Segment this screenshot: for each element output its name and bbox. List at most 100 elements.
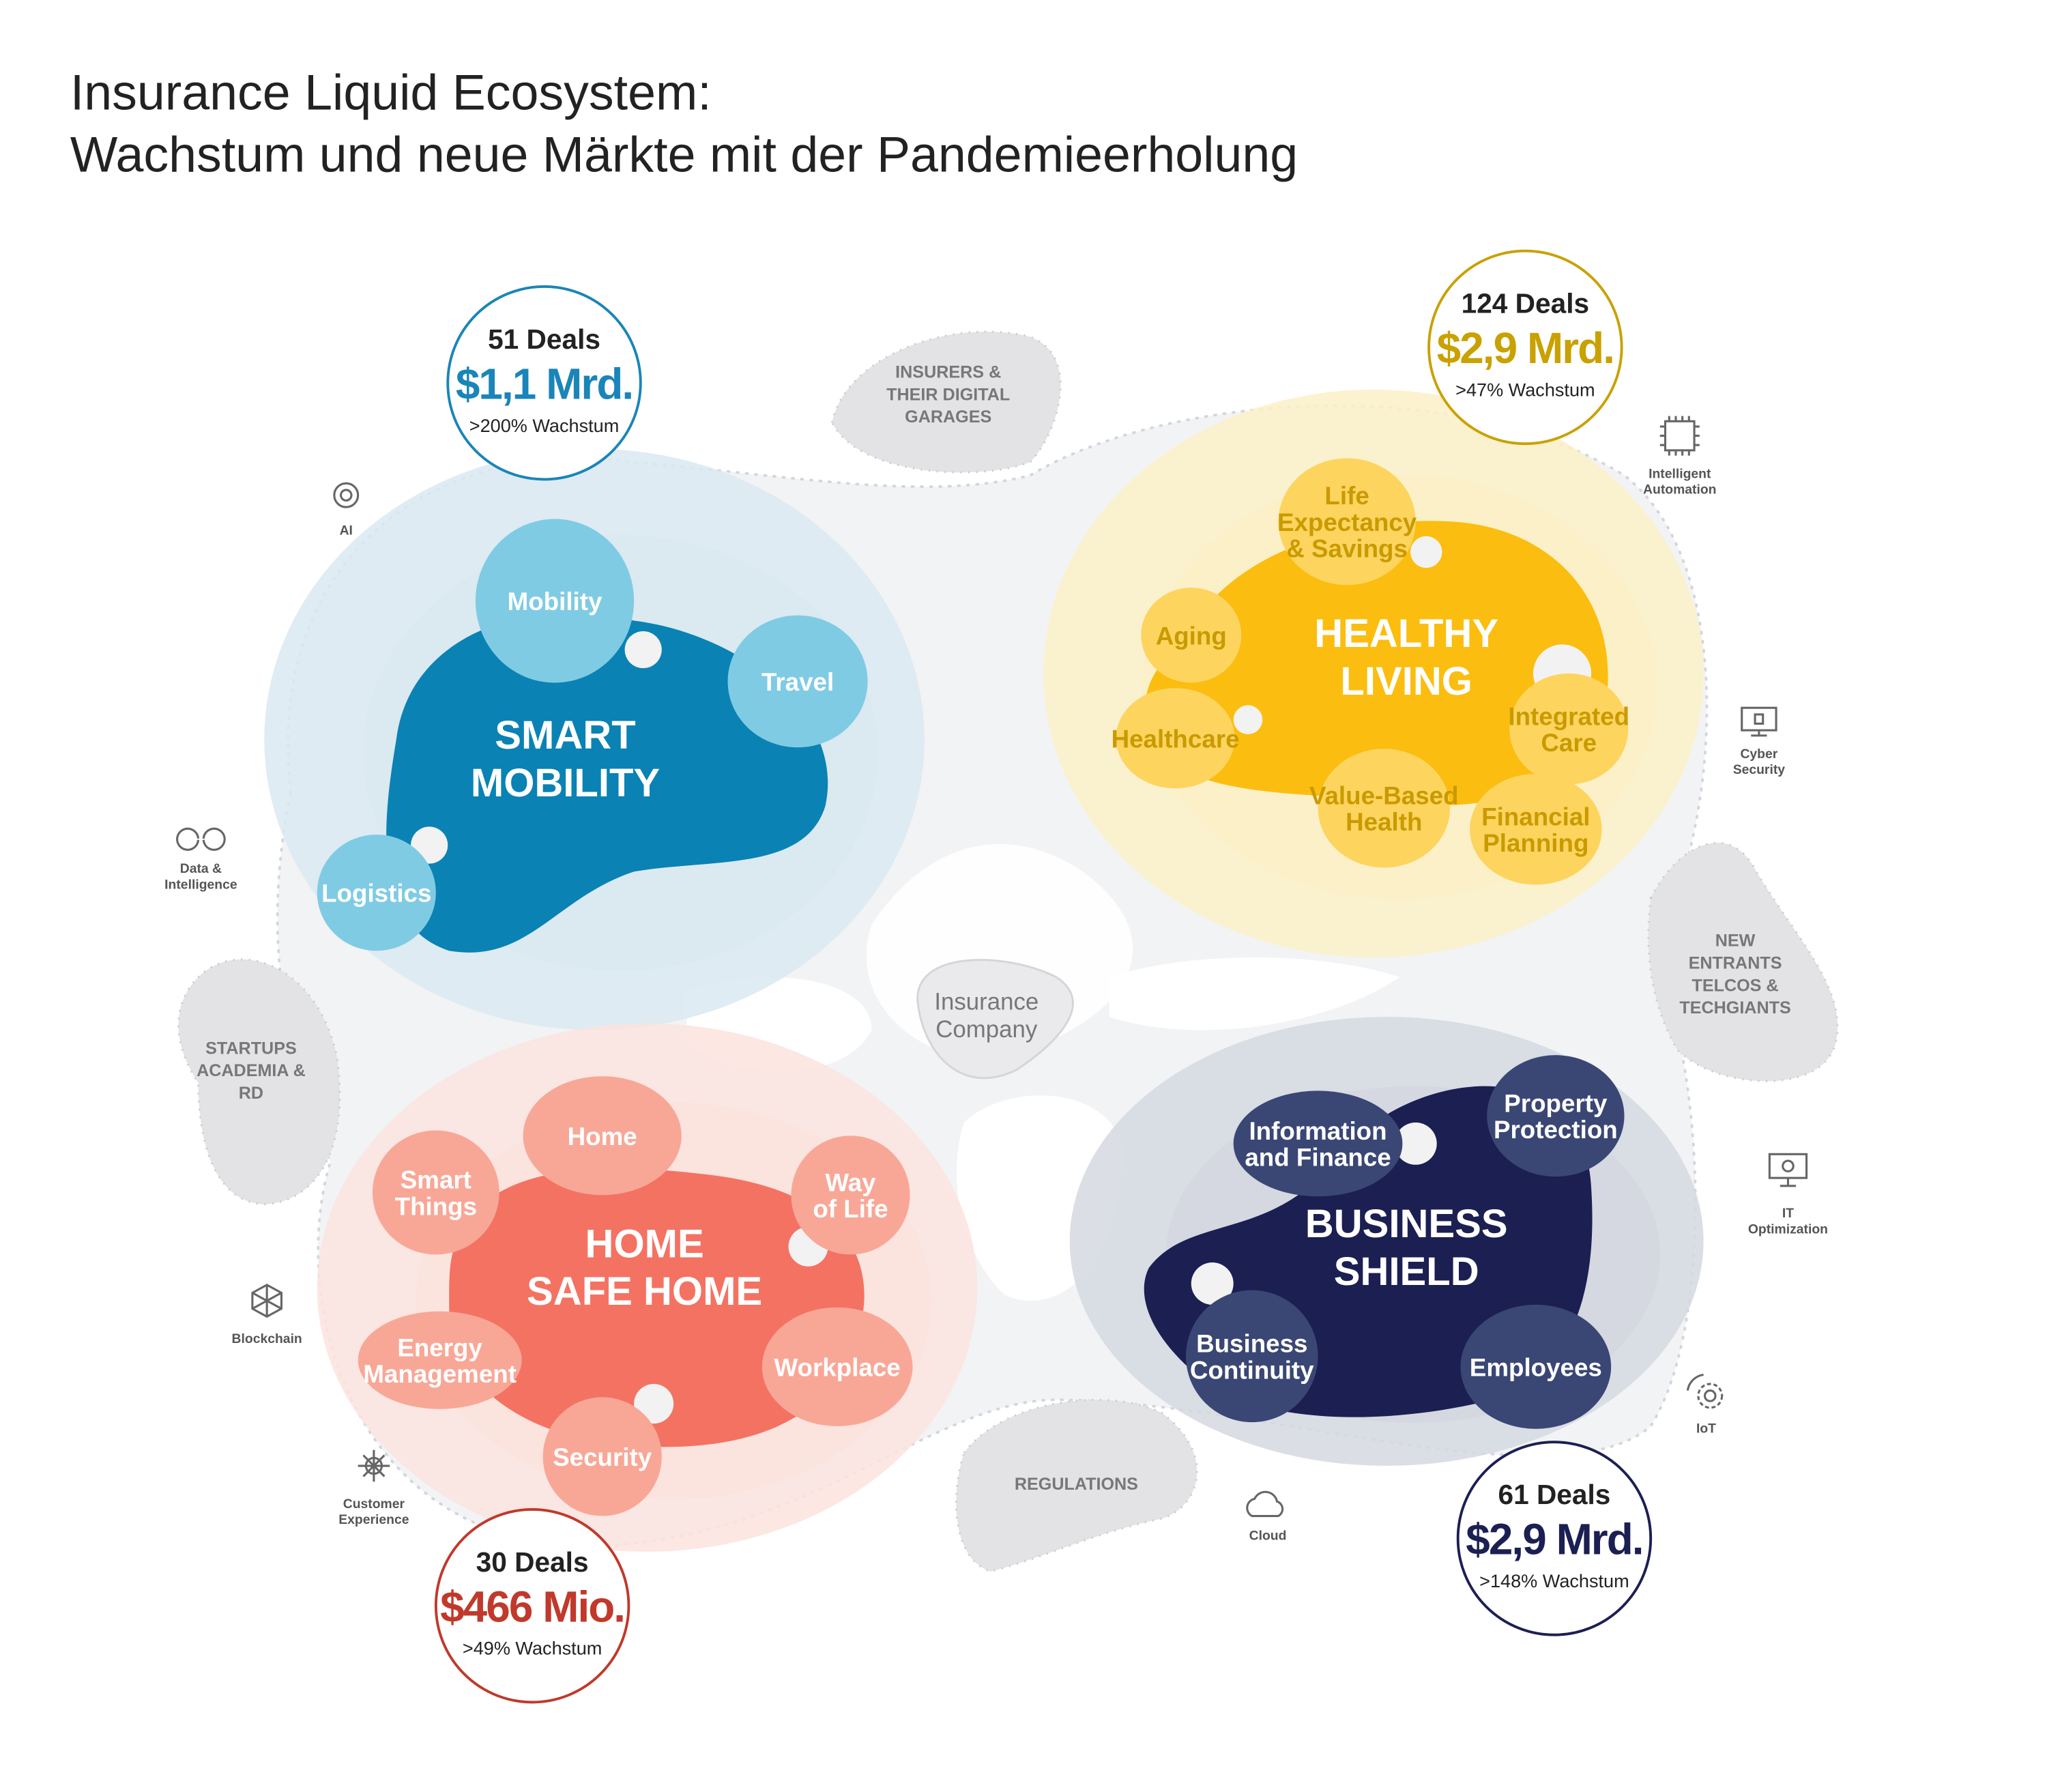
segment-title: HEALTHY LIVING [1314, 611, 1498, 704]
monitor-gear-icon [1768, 1153, 1808, 1179]
subsegment-bubble[interactable]: Way of Life [791, 1136, 910, 1255]
bubble-shape [542, 1397, 662, 1516]
bubble-label-line: and Finance [1245, 1144, 1391, 1172]
subsegment-bubble[interactable]: Integrated Care [1508, 673, 1629, 785]
subsegment-bubble[interactable]: Security [542, 1397, 662, 1516]
stakeholder-label-line: THEIR DIGITAL [886, 385, 1010, 404]
bubble-label-line: Things [395, 1192, 477, 1220]
bubble-label: Property Protection [1494, 1089, 1618, 1144]
subsegment-bubble[interactable]: Energy Management [358, 1311, 522, 1409]
subsegment-bubble[interactable]: Aging [1141, 588, 1242, 683]
bubble-shape [1186, 1290, 1318, 1423]
technology-label-line: Optimization [1748, 1222, 1828, 1237]
technology-label: IoT [1696, 1421, 1716, 1436]
stakeholder-label-line: INSURERS & [895, 362, 1001, 381]
subsegment-bubble[interactable]: Property Protection [1487, 1055, 1625, 1177]
bubble-label-line: Mobility [508, 588, 603, 616]
bubble-label: Travel [761, 668, 834, 696]
subsegment-bubble[interactable]: Healthcare [1112, 688, 1240, 789]
deal-count: 30 Deals [476, 1546, 589, 1578]
bubble-label-line: Way [825, 1169, 876, 1197]
technology-item: Blockchain [232, 1284, 302, 1346]
subsegment-bubble[interactable]: Home [523, 1076, 682, 1196]
segment-core-blob [449, 1168, 865, 1447]
technology-label-line: Security [1733, 762, 1786, 777]
bubble-label: Financial Planning [1481, 803, 1590, 857]
segment-home-safe-home: HOME SAFE HOME Home Smart Things Way of Life En… [317, 1023, 978, 1704]
bubble-shape [1509, 673, 1629, 785]
ai-head-icon [339, 489, 353, 502]
bubble-label-line: Life [1324, 482, 1369, 510]
stakeholder-blob: NEW ENTRANTS TELCOS & TECHGIANTS [1647, 841, 1839, 1082]
bubble-label-line: Property [1504, 1089, 1608, 1117]
stats-ring [434, 1507, 630, 1704]
subsegment-bubble[interactable]: Financial Planning [1470, 773, 1602, 885]
segment-core-blob [386, 612, 828, 953]
bubble-shape [372, 1130, 499, 1255]
subsegment-bubble[interactable]: Value-Based Health [1309, 749, 1459, 868]
ai-head-icon [333, 482, 360, 508]
subsegment-bubble[interactable]: Business Continuity [1186, 1290, 1318, 1423]
blockchain-icon [251, 1284, 282, 1318]
bubble-label: Home [568, 1123, 637, 1151]
segment-smart-mobility: SMART MOBILITY Mobility Travel Logistics 51 D… [264, 285, 925, 1030]
subsegment-bubble[interactable]: Travel [727, 615, 868, 748]
deal-stats-circle: 124 Deals $2,9 Mrd. >47% Wachstum [1427, 249, 1623, 446]
bubble-shape [1141, 588, 1242, 683]
bubble-label: Life Expectancy & Savings [1277, 482, 1417, 562]
segment-core-blob [1145, 521, 1608, 806]
chip-icon [1664, 420, 1696, 452]
bubble-label-line: Smart [401, 1166, 471, 1194]
growth-rate: >49% Wachstum [463, 1638, 602, 1659]
subsegment-bubble[interactable]: Information and Finance [1233, 1090, 1403, 1197]
bubble-label-line: Business [1196, 1330, 1307, 1358]
technology-label-line: Data & [180, 861, 222, 876]
stakeholder-shape [830, 330, 1062, 474]
subsegment-bubble[interactable]: Life Expectancy & Savings [1277, 458, 1417, 586]
technology-label: IT Optimization [1748, 1206, 1828, 1237]
bubble-label: Way of Life [813, 1169, 888, 1224]
stakeholder-blob: REGULATIONS [955, 1398, 1198, 1573]
bubble-label: Value-Based Health [1309, 782, 1459, 837]
monitor-lock-icon [1741, 706, 1777, 732]
bubble-label-line: Security [553, 1443, 652, 1471]
stakeholder-label: STARTUPS ACADEMIA & RD [197, 1039, 306, 1103]
subsegment-bubble[interactable]: Logistics [317, 835, 436, 951]
bubble-label: Integrated Care [1508, 702, 1629, 757]
deal-count: 61 Deals [1498, 1479, 1610, 1510]
bubble-label-line: Health [1346, 808, 1422, 836]
bubble-label-line: Protection [1494, 1116, 1618, 1144]
bubble-shape [1116, 688, 1235, 789]
subsegment-bubble[interactable]: Workplace [761, 1307, 913, 1426]
stakeholder-label: INSURERS & THEIR DIGITAL GARAGES [886, 362, 1010, 427]
technology-label-line: Experience [338, 1512, 409, 1527]
stakeholder-label-line: TECHGIANTS [1679, 998, 1790, 1017]
bubble-label-line: Energy [397, 1333, 482, 1361]
bubble-label-line: Planning [1483, 829, 1588, 857]
insurance-company-label-line: Insurance [934, 988, 1039, 1015]
stats-ring [1456, 1441, 1653, 1636]
growth-rate: >200% Wachstum [469, 415, 619, 436]
bubble-label-line: Value-Based [1309, 782, 1459, 810]
bubble-label-line: Continuity [1190, 1356, 1314, 1384]
bubble-label-line: Home [568, 1123, 637, 1151]
subsegment-bubble[interactable]: Mobility [475, 519, 635, 683]
bubble-shape [791, 1136, 910, 1255]
data-loop-icon [176, 827, 226, 851]
technology-label: Cloud [1249, 1528, 1287, 1543]
bubble-label-line: Management [363, 1360, 517, 1388]
subsegment-bubble[interactable]: Smart Things [372, 1130, 499, 1255]
segment-title-line: BUSINESS [1305, 1202, 1508, 1246]
bubble-label: Aging [1156, 622, 1227, 650]
bubble-shape [727, 615, 868, 748]
bubble-label: Workplace [774, 1353, 901, 1381]
technology-label-line: AI [340, 523, 353, 538]
segment-title-line: SMART [495, 713, 635, 757]
stakeholder-blob: INSURERS & THEIR DIGITAL GARAGES [830, 330, 1062, 474]
insurance-company-label: Insurance Company [934, 988, 1039, 1043]
bubble-hole [624, 631, 662, 669]
subsegment-bubble[interactable]: Employees [1460, 1304, 1612, 1429]
technology-label: Cyber Security [1733, 747, 1786, 777]
bubble-label-line: Information [1249, 1117, 1387, 1145]
deal-amount: $466 Mio. [440, 1582, 624, 1631]
